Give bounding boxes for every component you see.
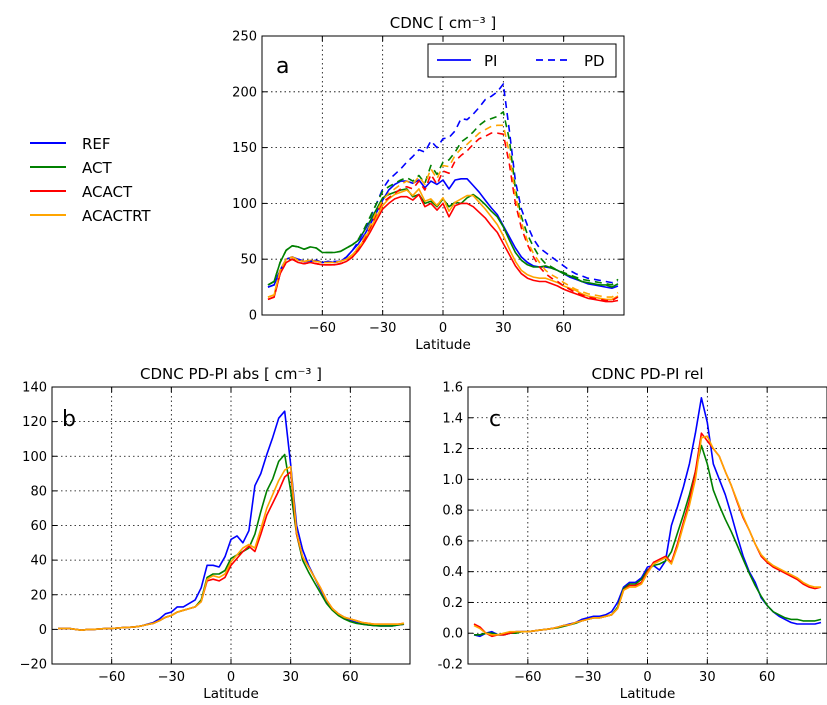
x-tick-label: −30	[158, 670, 185, 685]
series-acactrt-pd	[267, 124, 619, 298]
x-tick-label: 0	[643, 670, 651, 685]
y-tick-label: 0.4	[442, 565, 463, 580]
panel-label: a	[276, 54, 289, 79]
x-tick-label: 30	[282, 670, 299, 685]
y-tick-label: 150	[232, 141, 257, 156]
panel-label: b	[62, 407, 76, 432]
y-tick-label: 200	[232, 85, 257, 100]
y-tick-label: 0.0	[442, 627, 463, 642]
x-axis-label: Latitude	[203, 686, 259, 702]
x-tick-label: −60	[514, 670, 541, 685]
x-axis-label: Latitude	[415, 337, 471, 353]
x-tick-label: −60	[309, 321, 336, 336]
y-tick-label: 1.6	[442, 381, 463, 396]
chart-title: CDNC PD-PI abs [ cm⁻³ ]	[140, 365, 322, 383]
y-tick-label: 50	[240, 253, 257, 268]
y-tick-label: 60	[30, 519, 47, 534]
style-label-pd: PD	[584, 52, 605, 70]
series-acactrt	[58, 465, 405, 632]
panel-a: −60 −30 0 30 60 0 50 100 150 200 250 CDNC [ cm⁻³ ] L…	[232, 14, 625, 353]
x-tick-label: −30	[574, 670, 601, 685]
y-tick-label: 100	[22, 450, 47, 465]
series-act-pd	[267, 111, 619, 286]
x-axis-label: Latitude	[620, 686, 676, 702]
y-tick-label: 20	[30, 588, 47, 603]
y-tick-label: 0.2	[442, 596, 463, 611]
x-tick-label: 60	[759, 670, 776, 685]
x-tick-label: 30	[495, 321, 512, 336]
panel-label: c	[489, 407, 501, 432]
style-label-pi: PI	[484, 52, 497, 70]
chart-title: CDNC PD-PI rel	[592, 365, 704, 383]
y-tick-label: 80	[30, 484, 47, 499]
y-tick-label: −20	[20, 658, 47, 673]
y-tick-label: 120	[22, 415, 47, 430]
series-acact-pd	[267, 132, 619, 302]
panel-c: −60 −30 0 30 60 -0.2 0.0 0.2 0.4 0.6 0.8 1.0 1.2 1.4 1…	[438, 365, 827, 702]
y-tick-label: 1.4	[442, 411, 463, 426]
series-ref	[58, 410, 405, 632]
y-tick-label: 1.2	[442, 442, 463, 457]
chart-title: CDNC [ cm⁻³ ]	[390, 14, 497, 32]
y-tick-label: 100	[232, 197, 257, 212]
x-tick-label: 30	[699, 670, 716, 685]
y-tick-label: 140	[22, 381, 47, 396]
y-tick-label: 0.6	[442, 534, 463, 549]
y-tick-label: 1.0	[442, 473, 463, 488]
y-tick-label: 250	[232, 30, 257, 45]
line-style-legend: PI PD	[427, 43, 617, 78]
x-tick-label: −30	[369, 321, 396, 336]
y-tick-label: 0	[249, 309, 257, 324]
x-tick-label: 60	[555, 321, 572, 336]
y-tick-label: 0	[39, 623, 47, 638]
series-acactrt	[473, 435, 821, 636]
x-tick-label: −60	[98, 670, 125, 685]
x-tick-label: 0	[439, 321, 447, 336]
y-tick-label: 40	[30, 554, 47, 569]
panel-b: −60 −30 0 30 60 −20 0 20 40 60 80 100 120 140 CDNC PD-…	[20, 365, 411, 702]
x-tick-label: 0	[227, 670, 235, 685]
y-tick-label: 0.8	[442, 504, 463, 519]
series-ref-pi	[267, 178, 619, 290]
x-tick-label: 60	[342, 670, 359, 685]
series-ref	[473, 396, 822, 638]
y-tick-label: -0.2	[438, 658, 463, 673]
